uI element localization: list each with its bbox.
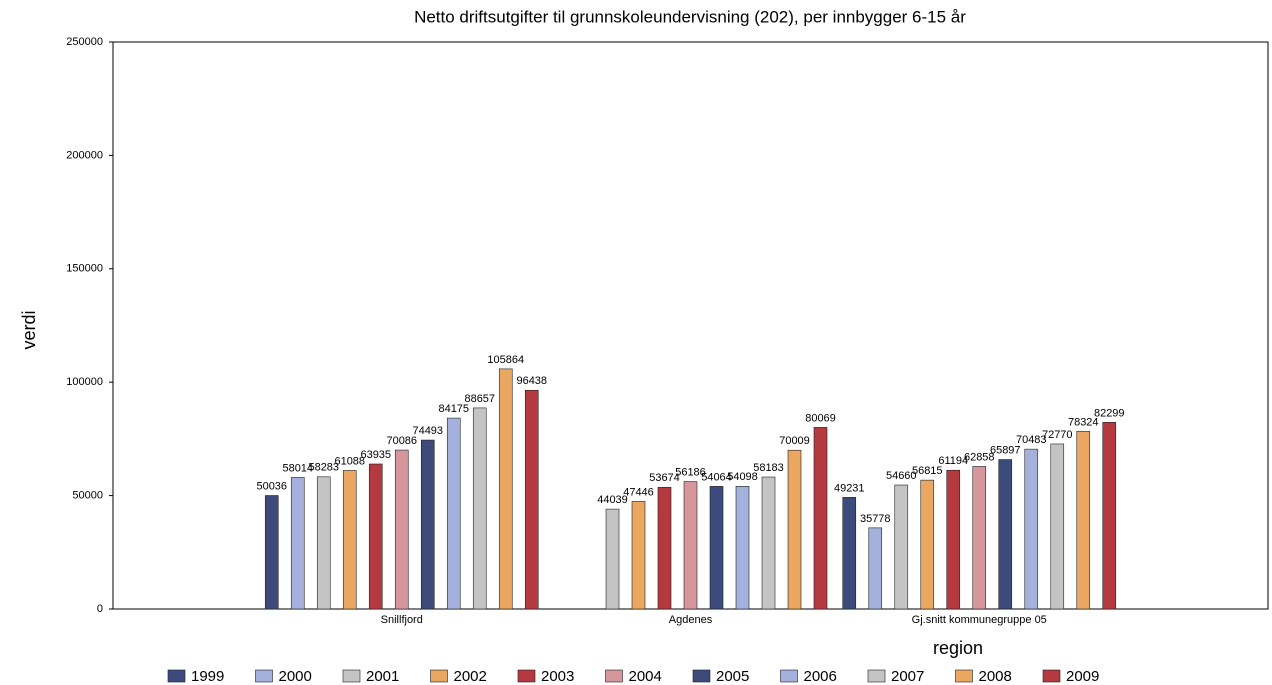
bar [1076,431,1091,610]
legend-swatch [1042,669,1061,683]
legend-label: 2002 [454,668,487,685]
legend-label: 2001 [366,668,399,685]
x-tick-label: Gj.snitt kommunegruppe 05 [912,614,1047,626]
legend-label: 2009 [1066,668,1099,685]
legend-label: 2004 [629,668,662,685]
bar [657,486,672,610]
chart-title: Netto driftsutgifter til grunnskoleunder… [414,7,966,26]
bar [264,495,279,610]
legend-label: 2007 [891,668,924,685]
bar [498,368,513,610]
x-tick-label: Agdenes [669,614,713,626]
y-tick-label: 50000 [72,490,103,502]
legend-swatch [692,669,711,683]
legend-label: 2000 [279,668,312,685]
bar [1050,443,1065,610]
data-label: 58014 [282,462,313,474]
bar [1102,422,1117,610]
legend-label: 2005 [716,668,749,685]
data-label: 58283 [308,462,339,474]
x-tick-label: Snillfjord [381,614,423,626]
x-axis-title: region [933,638,983,658]
bar [868,527,883,610]
data-label: 56815 [912,465,943,477]
bar [920,479,935,610]
legend-label: 2003 [541,668,574,685]
data-label: 44039 [597,494,628,506]
bar [842,497,857,610]
data-label: 63935 [360,449,391,461]
y-tick-label: 150000 [66,263,103,275]
legend-swatch [167,669,186,683]
data-label: 56186 [675,466,706,478]
legend-swatch [342,669,361,683]
legend-swatch [955,669,973,683]
data-label: 65897 [990,444,1021,456]
bar [683,481,698,610]
legend-swatch [605,669,623,683]
data-label: 88657 [464,393,495,405]
bar [813,427,828,610]
data-label: 80069 [805,412,836,424]
data-label: 35778 [860,513,891,525]
data-label: 74493 [412,425,443,437]
data-label: 54064 [701,471,732,483]
data-label: 47446 [623,486,654,498]
data-label: 70009 [779,435,810,447]
data-label: 50036 [256,480,287,492]
y-tick-label: 200000 [66,149,103,161]
bar [946,469,961,610]
bar [631,501,646,610]
bar [761,476,776,610]
y-tick-label: 100000 [66,376,103,388]
y-tick-label: 0 [97,603,103,615]
legend-swatch [430,669,448,683]
bar [1024,448,1039,610]
data-label: 96438 [516,375,547,387]
data-label: 53674 [649,472,680,484]
bar [972,466,987,610]
data-label: 72770 [1042,429,1073,441]
bar [735,486,750,610]
data-label: 70086 [386,435,417,447]
data-label: 62858 [964,451,995,463]
data-label: 84175 [438,403,469,415]
legend-label: 2008 [979,668,1012,685]
bar [605,508,620,610]
y-axis-title: verdi [19,310,39,349]
data-label: 61194 [938,455,968,467]
legend-swatch [780,669,798,683]
bar [787,449,802,610]
legend-label: 2006 [804,668,837,685]
legend-label: 1999 [191,668,224,685]
legend-swatch [255,669,273,683]
bar [368,463,383,610]
data-label: 54660 [886,470,917,482]
legend-swatch [867,669,886,683]
data-label: 49231 [834,482,865,494]
bar [316,476,331,610]
data-label: 58183 [753,462,784,474]
bar [290,477,305,610]
bar [524,389,539,610]
bar [894,484,909,610]
bar [446,417,461,610]
data-label: 70483 [1016,434,1047,446]
bar [342,470,357,610]
data-label: 54098 [727,471,758,483]
data-label: 105864 [487,354,524,366]
bar [394,449,409,610]
data-label: 82299 [1094,407,1125,419]
data-label: 61088 [334,455,365,467]
y-tick-label: 250000 [66,36,103,48]
bar [709,486,724,610]
bar [420,439,435,610]
bar [998,459,1013,610]
bar [472,407,487,610]
data-label: 78324 [1068,416,1099,428]
legend-swatch [517,669,536,683]
